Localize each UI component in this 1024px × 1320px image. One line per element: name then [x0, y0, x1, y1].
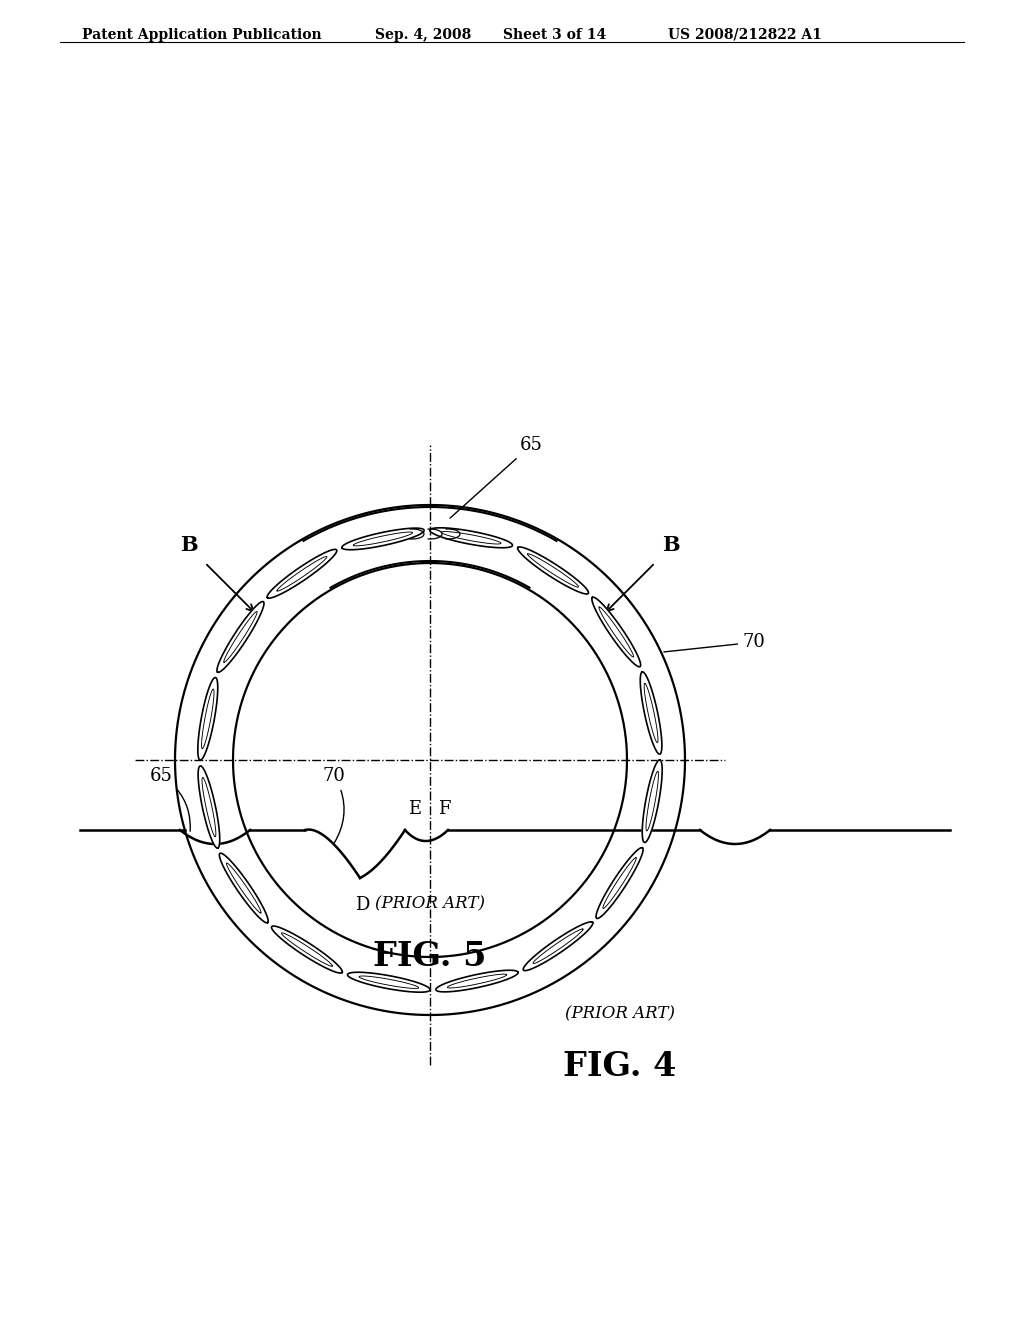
Polygon shape	[217, 602, 264, 672]
Text: 70: 70	[664, 634, 766, 652]
Text: B: B	[663, 535, 680, 554]
Text: Patent Application Publication: Patent Application Publication	[82, 28, 322, 42]
Polygon shape	[198, 766, 220, 847]
Polygon shape	[523, 921, 593, 970]
Polygon shape	[642, 760, 663, 842]
Polygon shape	[198, 677, 218, 760]
Polygon shape	[342, 528, 424, 549]
Polygon shape	[347, 973, 430, 993]
Text: (PRIOR ART): (PRIOR ART)	[375, 895, 485, 912]
Polygon shape	[219, 853, 268, 923]
Polygon shape	[592, 597, 641, 667]
Text: 65: 65	[451, 436, 543, 519]
Polygon shape	[596, 847, 643, 919]
Polygon shape	[518, 546, 589, 594]
Polygon shape	[430, 528, 512, 548]
Text: (PRIOR ART): (PRIOR ART)	[565, 1005, 675, 1022]
Text: US 2008/212822 A1: US 2008/212822 A1	[668, 28, 822, 42]
Polygon shape	[267, 549, 337, 598]
Polygon shape	[436, 970, 518, 991]
Text: E: E	[408, 800, 421, 818]
Text: FIG. 4: FIG. 4	[563, 1049, 677, 1082]
Text: D: D	[354, 896, 370, 913]
Text: Sep. 4, 2008: Sep. 4, 2008	[375, 28, 471, 42]
Polygon shape	[271, 927, 342, 973]
Text: F: F	[438, 800, 451, 818]
Text: 70: 70	[323, 767, 346, 842]
Text: FIG. 5: FIG. 5	[374, 940, 486, 973]
Text: 65: 65	[150, 767, 190, 832]
Text: B: B	[180, 535, 198, 554]
Text: Sheet 3 of 14: Sheet 3 of 14	[503, 28, 606, 42]
Polygon shape	[640, 672, 662, 754]
